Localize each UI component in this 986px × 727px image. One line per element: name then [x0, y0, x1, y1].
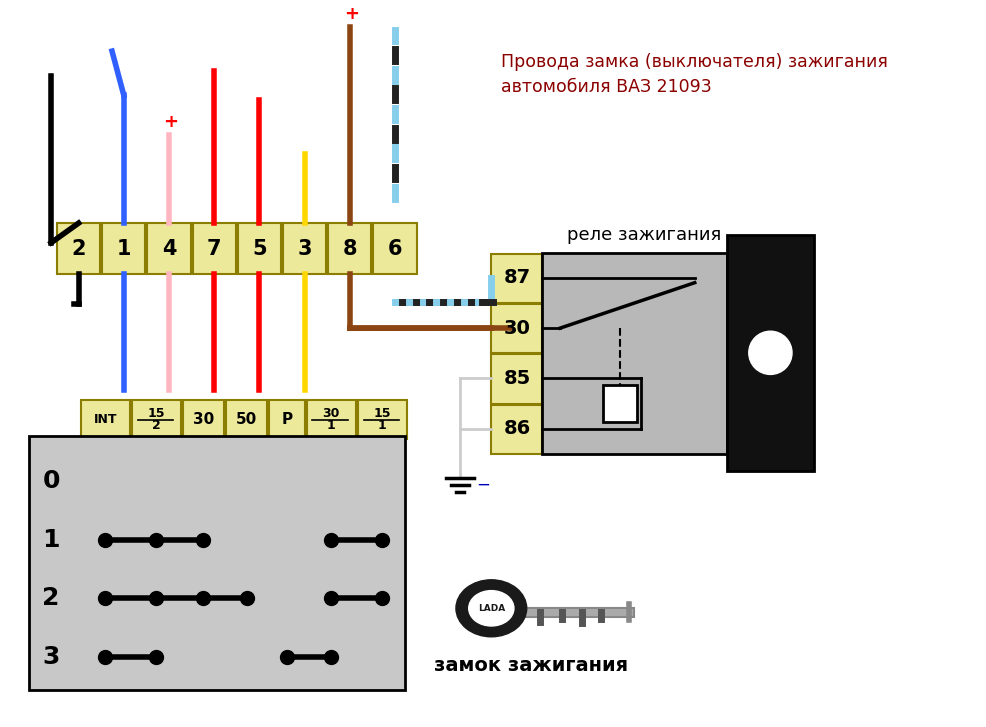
Ellipse shape	[748, 332, 791, 374]
Text: 87: 87	[503, 268, 529, 287]
Text: LADA: LADA	[477, 604, 505, 613]
Text: 6: 6	[387, 238, 402, 259]
Bar	[182, 400, 224, 439]
Text: 2: 2	[71, 238, 86, 259]
Text: P: P	[281, 412, 292, 427]
Text: 1: 1	[42, 528, 60, 552]
Text: 7: 7	[207, 238, 221, 259]
Text: 50: 50	[236, 412, 257, 427]
Text: 4: 4	[162, 238, 176, 259]
Bar	[283, 223, 326, 274]
Ellipse shape	[456, 580, 527, 637]
Bar	[727, 235, 812, 470]
Bar	[57, 223, 101, 274]
Bar	[131, 400, 180, 439]
Text: 30: 30	[192, 412, 214, 427]
Bar	[373, 223, 416, 274]
Text: 30: 30	[503, 318, 529, 337]
Bar	[328, 223, 371, 274]
Ellipse shape	[468, 590, 514, 626]
Text: Провода замка (выключателя) зажигания: Провода замка (выключателя) зажигания	[501, 53, 887, 71]
Text: замок зажигания: замок зажигания	[433, 656, 627, 675]
Text: 0: 0	[42, 469, 60, 493]
Bar	[491, 354, 542, 403]
Text: 1: 1	[378, 419, 387, 432]
Text: INT: INT	[94, 413, 116, 426]
Bar	[491, 304, 542, 353]
Text: 3: 3	[297, 238, 312, 259]
Text: 8: 8	[342, 238, 357, 259]
Text: автомобиля ВАЗ 21093: автомобиля ВАЗ 21093	[501, 78, 711, 96]
Text: 2: 2	[152, 419, 161, 432]
Text: +: +	[344, 5, 359, 23]
Bar	[491, 254, 542, 303]
Text: реле зажигания: реле зажигания	[567, 226, 721, 244]
Text: 86: 86	[503, 419, 529, 438]
Text: 15: 15	[147, 407, 165, 420]
Bar	[542, 252, 727, 454]
Text: 5: 5	[251, 238, 266, 259]
Bar	[147, 223, 190, 274]
Text: 1: 1	[116, 238, 131, 259]
Bar	[269, 400, 305, 439]
Text: −: −	[476, 476, 490, 494]
Bar	[81, 400, 129, 439]
Bar	[357, 400, 406, 439]
Bar	[238, 223, 281, 274]
Bar	[103, 223, 145, 274]
Text: 2: 2	[42, 587, 60, 611]
Text: 85: 85	[503, 369, 529, 388]
Text: 30: 30	[322, 407, 339, 420]
Text: 15: 15	[373, 407, 390, 420]
Text: 3: 3	[42, 646, 60, 670]
Bar	[192, 223, 236, 274]
Bar	[602, 385, 636, 422]
Bar	[30, 436, 404, 690]
Text: 1: 1	[326, 419, 335, 432]
Bar	[307, 400, 355, 439]
Text: +: +	[164, 113, 178, 131]
Bar	[491, 405, 542, 454]
Bar	[226, 400, 267, 439]
